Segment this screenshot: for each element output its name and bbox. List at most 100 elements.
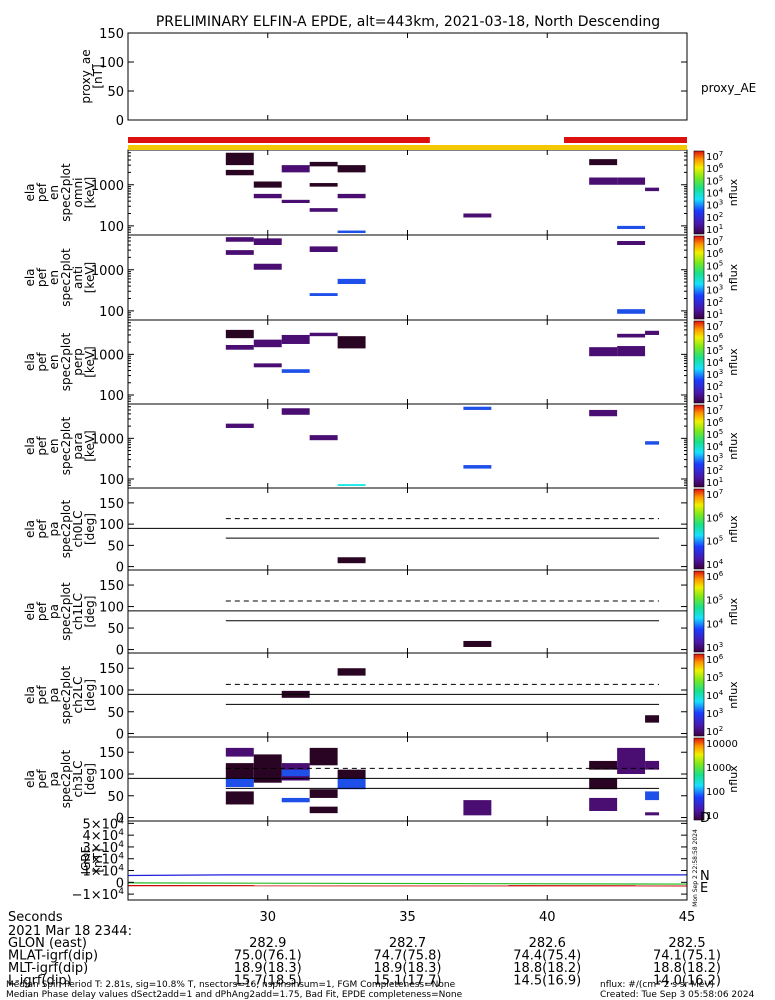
y-axis-label: pef: [35, 436, 49, 456]
chart-title: PRELIMINARY ELFIN-A EPDE, alt=443km, 202…: [156, 14, 660, 30]
colorbar-label: nflux: [727, 597, 740, 625]
y-axis-label: ela: [23, 602, 37, 620]
y-tick-label: 0: [116, 644, 124, 659]
colorbar-label: nflux: [727, 681, 740, 709]
heatmap-cell: [309, 208, 338, 212]
colorbar: [693, 320, 705, 404]
ephem-label: GLON (east): [8, 936, 87, 951]
y-tick-label: 1×104: [82, 864, 124, 880]
colorbar-label: nflux: [727, 515, 740, 543]
heatmap-cell: [463, 406, 492, 410]
panel-frame: [127, 319, 688, 405]
y-axis-label: en: [47, 270, 61, 285]
y-tick-label: 50: [107, 706, 124, 721]
ephem-value: 18.9(18.3): [373, 961, 441, 976]
heatmap-cell: [617, 225, 646, 229]
y-axis-label: pef: [35, 267, 49, 287]
colorbar-tick-label: 104: [706, 272, 724, 285]
colorbar-tick-label: 103: [706, 707, 723, 720]
heatmap-cell: [645, 441, 660, 445]
panel-proxy_ae: 150 100 50 0 proxy_ae[nT] proxy_AE: [79, 27, 756, 129]
science-mode-bar: [128, 137, 430, 143]
y-axis-label: ela: [23, 183, 37, 201]
ephem-value: 282.6: [529, 936, 566, 951]
y-tick-label: 0: [116, 812, 124, 827]
colorbar-tick-label: 102: [706, 296, 723, 309]
legend-igrf-D: D: [700, 811, 710, 826]
ephem-value: 14.0(16.2): [653, 974, 721, 989]
y-axis-label: [keV]: [83, 430, 97, 461]
heatmap-cell: [617, 177, 646, 185]
y-tick-label: 0: [116, 876, 124, 891]
y-tick-label: 1000: [91, 264, 124, 279]
x-tick-label: 30: [259, 910, 276, 925]
colorbar-tick-label: 106: [706, 247, 724, 260]
panel-frame: [127, 32, 688, 121]
y-axis-label: pa: [47, 772, 61, 787]
heatmap-cell: [309, 747, 338, 766]
y-tick-label: 0: [116, 561, 124, 576]
heatmap-cell: [225, 152, 254, 166]
heatmap-cell: [463, 640, 492, 647]
colorbar-tick-label: 104: [706, 617, 724, 630]
panel-perp: 1000100elapefenspec2plotperp[keV]1071061…: [23, 319, 740, 405]
colorbar-tick-label: 104: [706, 689, 724, 702]
colorbar-label: nflux: [727, 348, 740, 376]
y-axis-label: spec2plot: [59, 665, 73, 724]
y-tick-label: 1000: [91, 432, 124, 447]
heatmap-cell: [309, 332, 338, 337]
colorbar-label: nflux: [727, 432, 740, 460]
heatmap-cell: [589, 797, 618, 811]
heatmap-cell: [463, 213, 492, 218]
heatmap-cell: [309, 183, 338, 187]
colorbar-tick-label: 102: [706, 725, 723, 738]
y-tick-label: 50: [107, 622, 124, 637]
heatmap-cell: [617, 309, 646, 314]
heatmap-cell: [225, 747, 254, 757]
y-tick-label: 50: [107, 85, 124, 100]
heatmap-cell: [337, 668, 366, 676]
y-tick-label: 100: [99, 768, 124, 783]
y-axis-label: spec2plot: [59, 499, 73, 558]
series-N: [127, 874, 687, 877]
y-axis-label: [deg]: [83, 679, 97, 711]
science-mode-bar: [564, 137, 687, 143]
fast-mode-bar: [128, 145, 687, 150]
y-tick-label: 2×104: [82, 852, 124, 868]
ephem-label: L-igrf(dip): [8, 974, 72, 989]
heatmap-cell: [617, 346, 646, 357]
heatmap-cell: [281, 769, 310, 777]
ephem-value: 74.1(75.1): [653, 949, 721, 964]
ephem-label: MLAT-igrf(dip): [8, 949, 98, 964]
y-tick-label: 3×104: [82, 840, 124, 856]
heatmap-cell: [337, 230, 366, 234]
panel-frame: [127, 403, 688, 489]
heatmap-cell: [589, 159, 618, 166]
legend-proxy-ae: proxy_AE: [701, 81, 756, 95]
panel-igrf: 5×1044×1043×1042×1041×1040−1×104IGRF[nT]…: [72, 811, 710, 903]
colorbar-tick-label: 1000: [706, 763, 731, 774]
heatmap-cell: [463, 800, 492, 816]
y-axis-label: ela: [23, 520, 37, 538]
ephem-value: 282.7: [389, 936, 426, 951]
colorbar: [693, 404, 705, 488]
y-axis-label: omni: [71, 178, 85, 208]
heatmap-cell: [225, 344, 254, 350]
colorbar-tick-label: 105: [706, 174, 723, 187]
colorbar-tick-label: 106: [706, 511, 724, 524]
y-tick-label: 50: [107, 539, 124, 554]
heatmap-cell: [253, 339, 282, 348]
panel-frame: [127, 234, 688, 321]
colorbar: [693, 150, 705, 235]
ephem-value: 74.4(75.4): [513, 949, 581, 964]
panel-anti: 1000100elapefenspec2plotanti[keV]1071061…: [23, 234, 740, 321]
heatmap-cell: [309, 435, 338, 441]
y-axis-label: [keV]: [83, 346, 97, 377]
heatmap-cell: [225, 791, 254, 805]
heatmap-cell: [589, 760, 618, 770]
panel-frame: [127, 569, 688, 654]
ephem-value: 74.7(75.8): [373, 949, 441, 964]
colorbar-tick-label: 10000: [706, 739, 738, 750]
heatmap-cell: [281, 199, 310, 203]
heatmap-cell: [337, 769, 366, 779]
